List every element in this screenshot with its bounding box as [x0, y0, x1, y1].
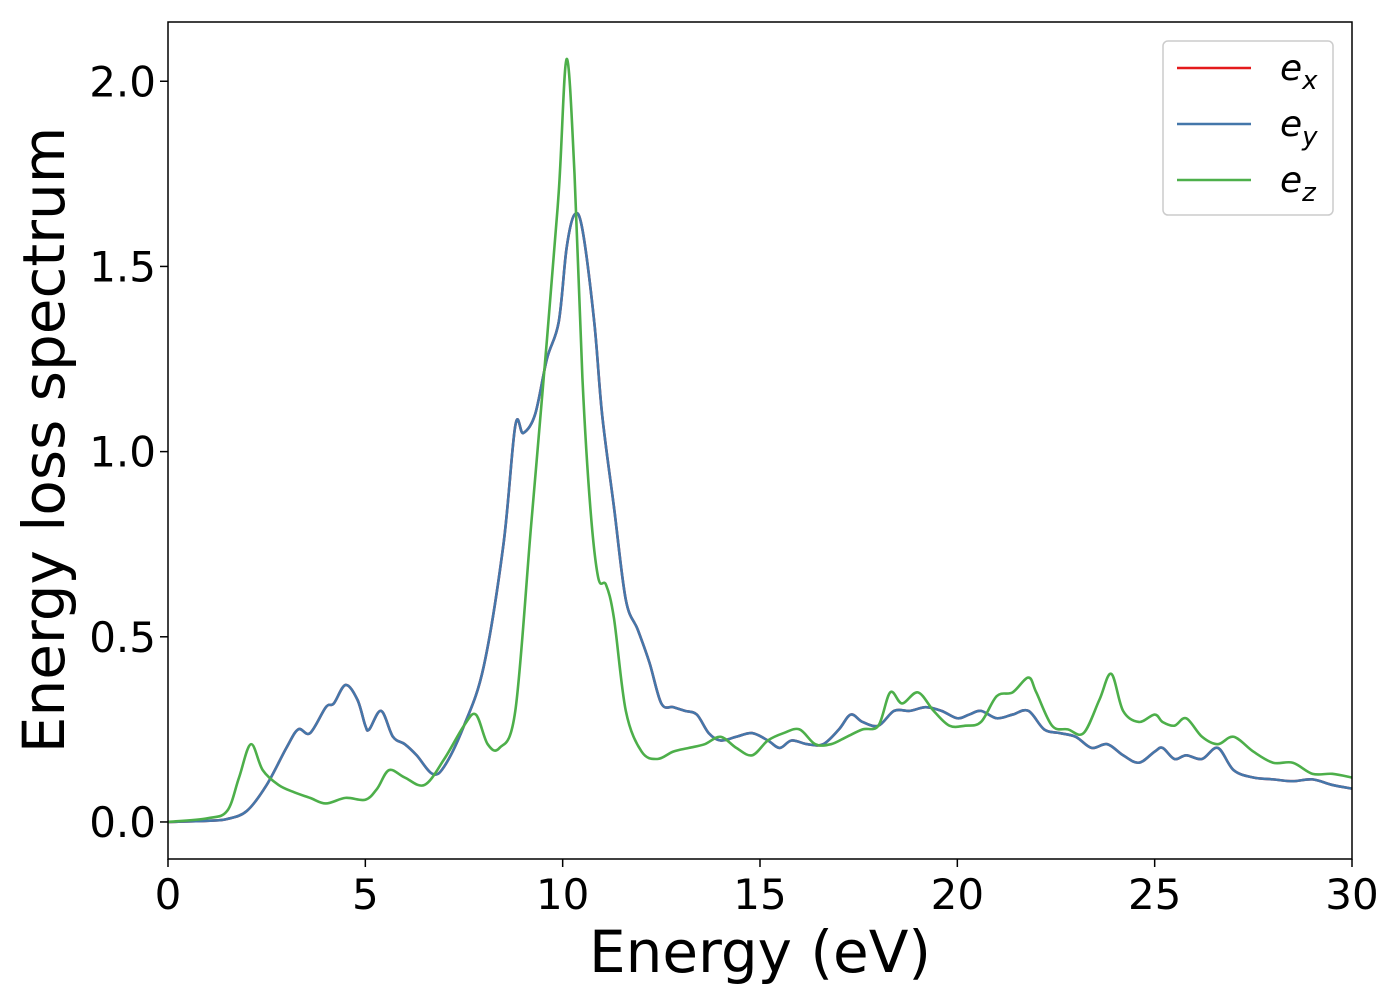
- x-tick-label: 5: [352, 870, 379, 919]
- y-tick-label: 0.5: [89, 613, 156, 662]
- legend-box: [1162, 40, 1334, 216]
- y-tick-label: 2.0: [89, 57, 156, 106]
- y-axis: 0.0 0.5 1.0 1.5 2.0: [89, 57, 168, 847]
- series-line-y: [168, 211, 1352, 824]
- x-axis: 0 5 10 15 20 25 30: [155, 859, 1379, 919]
- x-tick-label: 20: [931, 870, 984, 919]
- series-layer: [168, 57, 1352, 824]
- y-tick-label: 0.0: [89, 798, 156, 847]
- legend: ex ey ez: [1162, 40, 1334, 216]
- x-tick-label: 10: [536, 870, 589, 919]
- series-line-z: [168, 57, 1352, 824]
- x-tick-label: 0: [155, 870, 182, 919]
- y-tick-label: 1.5: [89, 242, 156, 291]
- y-tick-label: 1.0: [89, 428, 156, 477]
- x-axis-title: Energy (eV): [589, 918, 931, 986]
- legend-label-y: ey: [1280, 104, 1318, 152]
- x-tick-label: 25: [1128, 870, 1181, 919]
- legend-label-x: ex: [1280, 48, 1318, 96]
- x-tick-label: 15: [733, 870, 786, 919]
- x-tick-label: 30: [1325, 870, 1378, 919]
- y-axis-title: Energy loss spectrum: [10, 127, 78, 753]
- legend-label-z: ez: [1280, 160, 1317, 208]
